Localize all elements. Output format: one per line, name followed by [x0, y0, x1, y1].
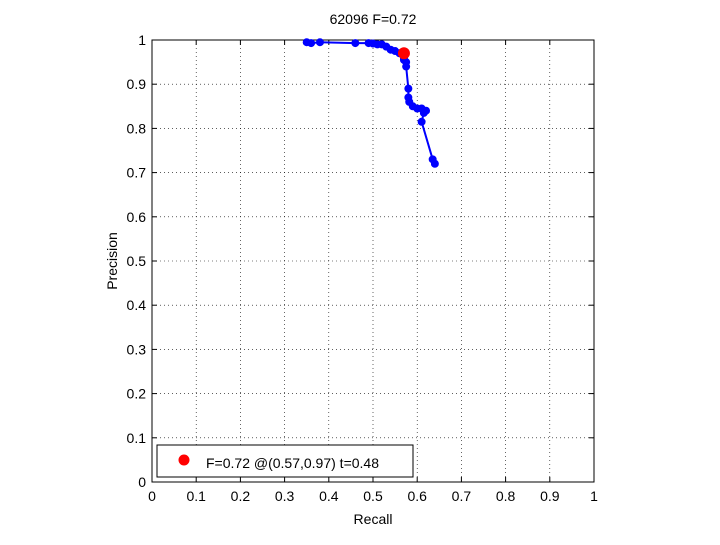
y-tick-label: 0.9	[127, 76, 147, 92]
y-tick-label: 0.6	[127, 209, 147, 225]
x-tick-label: 0.1	[186, 488, 206, 504]
x-tick-label: 0.3	[275, 488, 295, 504]
grid-lines	[152, 40, 594, 482]
x-tick-labels: 0 0.1 0.2 0.3 0.4 0.5 0.6 0.7 0.8 0.9 1	[148, 488, 598, 504]
chart-title: 62096 F=0.72	[330, 11, 417, 27]
y-axis-label: Precision	[104, 232, 120, 290]
x-tick-label: 0.7	[452, 488, 472, 504]
data-point	[404, 84, 413, 93]
y-tick-label: 0.5	[127, 253, 147, 269]
legend-marker	[178, 454, 190, 466]
data-point	[351, 39, 360, 48]
data-point	[315, 38, 324, 47]
x-tick-label: 0.8	[496, 488, 516, 504]
y-tick-label: 0.2	[127, 386, 147, 402]
best-f-point	[397, 47, 410, 60]
series-layer	[302, 38, 439, 168]
y-tick-label: 0.4	[127, 297, 147, 313]
data-point	[402, 62, 411, 71]
highlight-layer	[397, 47, 410, 60]
data-point	[430, 159, 439, 168]
x-tick-label: 0.4	[319, 488, 339, 504]
legend: F=0.72 @(0.57,0.97) t=0.48	[156, 444, 414, 478]
y-tick-label: 0.8	[127, 120, 147, 136]
x-tick-label: 0.6	[407, 488, 427, 504]
y-tick-label: 0.3	[127, 341, 147, 357]
x-tick-label: 1	[590, 488, 598, 504]
x-tick-label: 0	[148, 488, 156, 504]
y-tick-label: 0.1	[127, 430, 147, 446]
x-tick-label: 0.9	[540, 488, 560, 504]
x-tick-label: 0.2	[231, 488, 251, 504]
data-point	[419, 108, 428, 117]
y-tick-label: 0	[138, 474, 146, 490]
x-axis-label: Recall	[354, 511, 393, 527]
y-tick-label: 0.7	[127, 165, 147, 181]
data-point	[417, 117, 426, 126]
data-point	[307, 39, 316, 48]
tick-marks	[151, 39, 595, 483]
y-tick-label: 1	[138, 32, 146, 48]
x-tick-label: 0.5	[363, 488, 383, 504]
legend-box	[156, 444, 414, 478]
legend-label: F=0.72 @(0.57,0.97) t=0.48	[206, 455, 379, 471]
y-tick-labels: 0 0.1 0.2 0.3 0.4 0.5 0.6 0.7 0.8 0.9 1	[127, 32, 147, 490]
